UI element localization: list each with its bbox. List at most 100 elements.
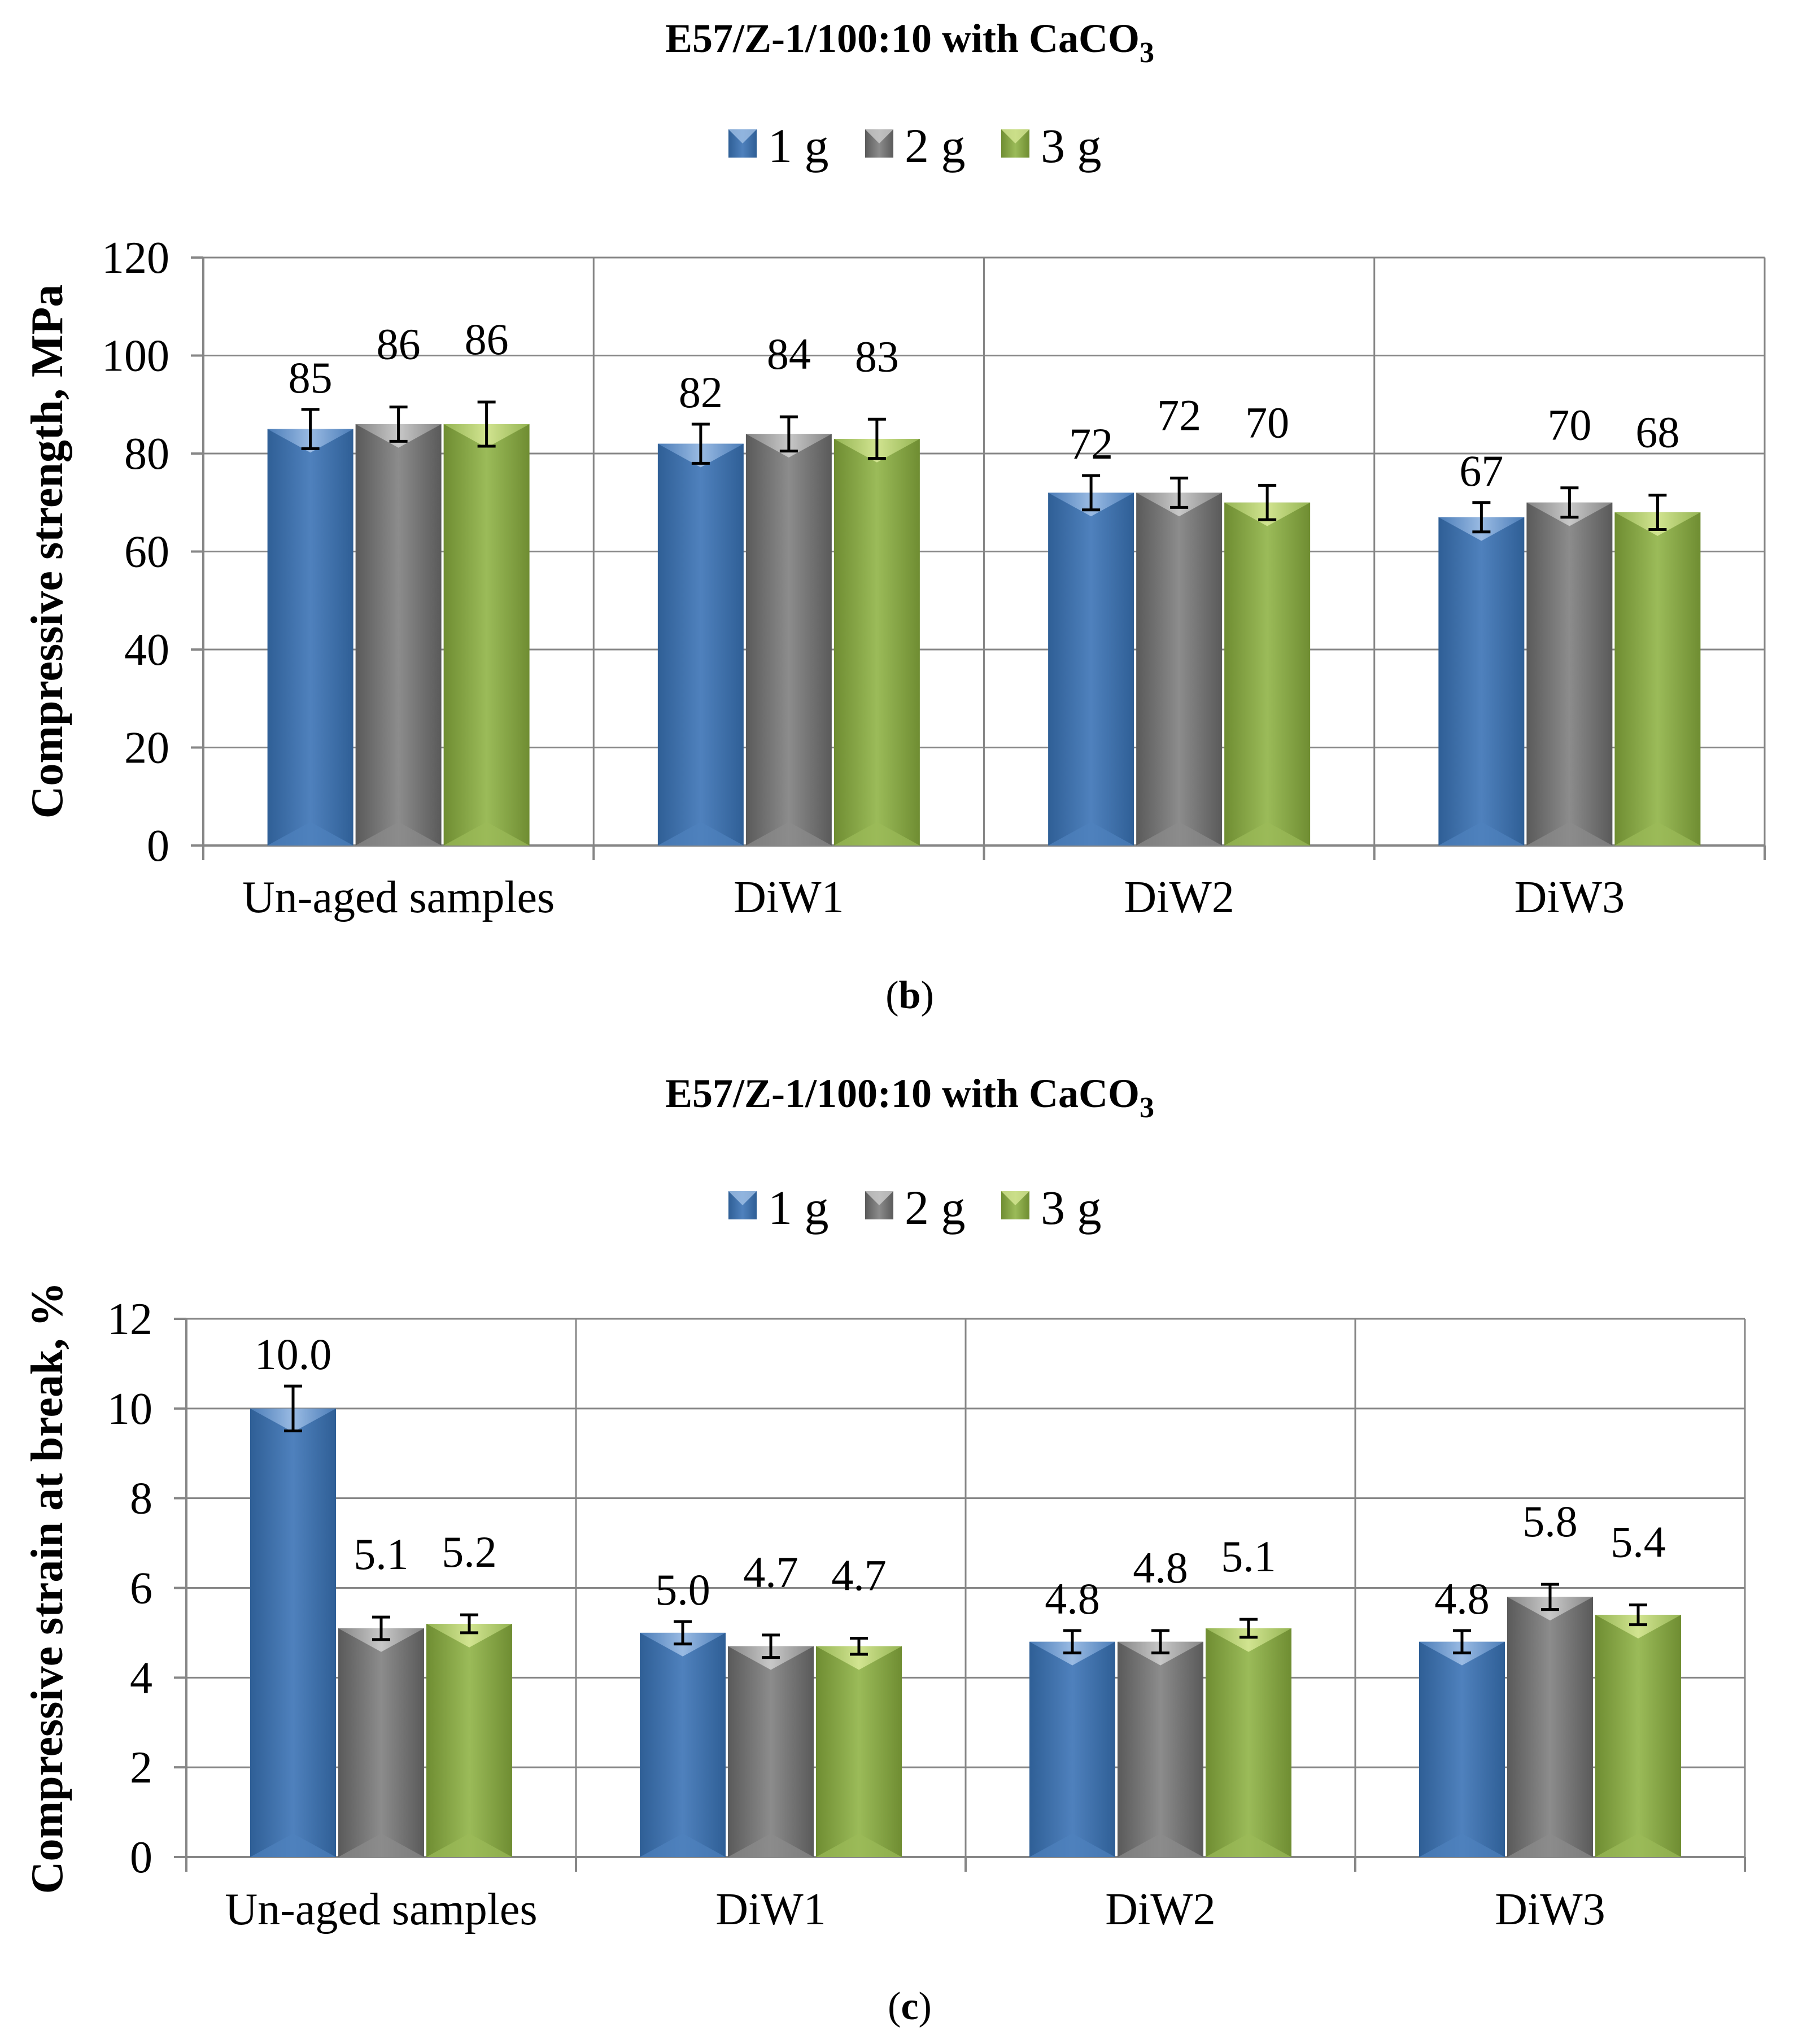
- bar: [1206, 1628, 1291, 1857]
- bar: [745, 434, 832, 846]
- bar-body: [816, 1646, 902, 1857]
- chart-b-svg: E57/Z-1/100:10 with CaCO3 1 g 2 g 3 g 0 20 40 6…: [23, 16, 1766, 1017]
- data-label: 86: [465, 315, 509, 364]
- bar-body: [355, 424, 442, 846]
- data-label: 83: [855, 332, 899, 381]
- bar-body: [443, 424, 530, 846]
- bar: [1438, 517, 1525, 846]
- data-label: 10.0: [255, 1330, 332, 1379]
- data-label: 4.7: [743, 1548, 798, 1597]
- bar-bevel-top: [1595, 1615, 1681, 1638]
- figure-caption: (b): [885, 974, 934, 1017]
- bar: [250, 1408, 336, 1857]
- legend-label: 2 g: [905, 119, 966, 173]
- x-tick-label: DiW3: [1515, 873, 1625, 922]
- data-label: 4.7: [831, 1550, 887, 1600]
- bar-body: [1136, 493, 1223, 846]
- bar-bevel-bottom: [267, 822, 353, 846]
- chart-title: E57/Z-1/100:10 with CaCO3: [665, 1071, 1154, 1124]
- legend-swatch-bevel: [865, 1191, 893, 1205]
- bar-bevel-bottom: [1595, 1833, 1681, 1857]
- bar-bevel-bottom: [745, 822, 832, 846]
- bar: [657, 443, 744, 846]
- chart-title-main: E57/Z-1/100:10 with CaCO: [665, 1071, 1140, 1116]
- bar: [1029, 1641, 1115, 1857]
- bar-bevel-bottom: [1206, 1833, 1291, 1857]
- bar-body: [1438, 517, 1525, 846]
- bar: [338, 1628, 424, 1857]
- bar: [426, 1624, 512, 1857]
- bar-bevel-top: [1206, 1628, 1291, 1652]
- y-tick-label: 40: [124, 625, 169, 675]
- bar: [816, 1646, 902, 1857]
- x-tick-label: DiW3: [1495, 1885, 1605, 1934]
- bar: [640, 1632, 726, 1857]
- legend-label: 3 g: [1041, 119, 1102, 173]
- chart-title-subscript: 3: [1140, 37, 1154, 69]
- bar-bevel-bottom: [1048, 822, 1134, 846]
- data-label: 5.1: [1221, 1532, 1276, 1581]
- bar-body: [1206, 1628, 1291, 1857]
- x-tick-label: DiW2: [1105, 1885, 1216, 1934]
- data-label: 5.1: [353, 1529, 409, 1579]
- bar: [1614, 512, 1701, 846]
- bar-bevel-bottom: [1029, 1833, 1115, 1857]
- bar-body: [833, 438, 920, 846]
- caption-letter: c: [901, 1985, 918, 2028]
- data-label: 4.8: [1133, 1543, 1188, 1592]
- data-label: 67: [1459, 446, 1503, 495]
- caption-open: (: [888, 1985, 901, 2028]
- bar-bevel-bottom: [1438, 822, 1525, 846]
- y-tick-label: 0: [147, 821, 169, 871]
- bar: [1224, 502, 1311, 846]
- bar-body: [1507, 1597, 1593, 1857]
- data-label: 84: [767, 329, 811, 378]
- bar-body: [267, 429, 353, 846]
- data-label: 85: [289, 353, 333, 402]
- bar: [1526, 502, 1613, 846]
- bar-body: [1048, 493, 1134, 846]
- bar-body: [640, 1632, 726, 1857]
- y-axis-title: Compressive strength, MPa: [23, 285, 72, 819]
- data-label: 72: [1157, 390, 1201, 439]
- legend-swatch-bevel: [728, 1191, 757, 1205]
- y-tick-label: 4: [130, 1653, 152, 1703]
- bar-body: [1614, 512, 1701, 846]
- caption-close: ): [920, 974, 933, 1017]
- x-tick-label: Un-aged samples: [242, 873, 555, 922]
- bar-bevel-top: [426, 1624, 512, 1648]
- bar-body: [338, 1628, 424, 1857]
- bar-bevel-bottom: [1526, 822, 1613, 846]
- bar-body: [1224, 502, 1311, 846]
- bar: [1118, 1641, 1203, 1857]
- data-label: 5.2: [442, 1527, 497, 1576]
- data-label: 72: [1069, 419, 1113, 468]
- bar-bevel-bottom: [1419, 1833, 1505, 1857]
- y-tick-label: 20: [124, 724, 169, 773]
- legend-swatch-bevel: [728, 129, 757, 143]
- data-label: 4.8: [1045, 1574, 1100, 1623]
- bar-body: [250, 1408, 336, 1857]
- data-label: 70: [1245, 398, 1289, 447]
- figure-caption: (c): [888, 1985, 932, 2028]
- legend-swatch-bevel: [1001, 129, 1029, 143]
- bar-body: [1419, 1641, 1505, 1857]
- y-axis-title: Compressive strain at break, %: [23, 1282, 72, 1894]
- y-tick-label: 120: [102, 233, 169, 283]
- data-label: 4.8: [1434, 1574, 1490, 1623]
- legend-item: 3 g: [1001, 1180, 1102, 1235]
- bar: [1048, 493, 1134, 846]
- y-tick-label: 6: [130, 1564, 152, 1614]
- y-tick-label: 80: [124, 429, 169, 479]
- bar-body: [1118, 1641, 1203, 1857]
- legend-label: 1 g: [768, 1180, 829, 1235]
- bar-bevel-bottom: [657, 822, 744, 846]
- caption-close: ): [919, 1985, 932, 2028]
- bar-bevel-bottom: [1507, 1833, 1593, 1857]
- bar-bevel-bottom: [355, 822, 442, 846]
- legend-item: 1 g: [728, 1180, 829, 1235]
- x-tick-label: Un-aged samples: [225, 1885, 537, 1934]
- x-tick-label: DiW1: [734, 873, 844, 922]
- legend-swatch-bevel: [1001, 1191, 1029, 1205]
- bar-bevel-bottom: [1118, 1833, 1203, 1857]
